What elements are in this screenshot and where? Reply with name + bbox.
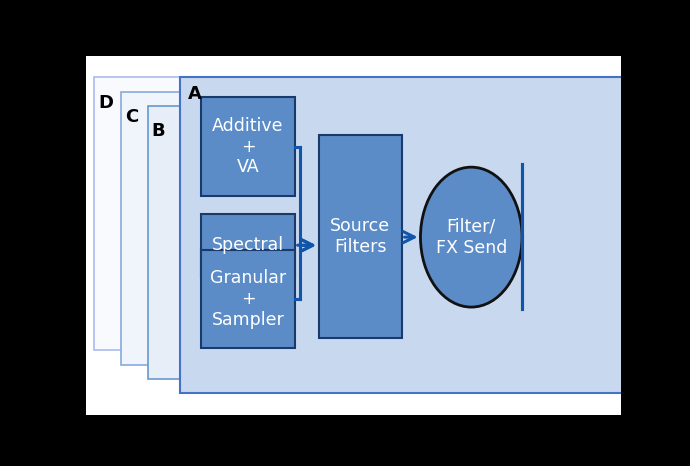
Text: C: C — [125, 108, 138, 126]
Text: Additive
+
VA: Additive + VA — [213, 116, 284, 176]
Bar — [201, 250, 295, 349]
Text: Spectral: Spectral — [212, 236, 284, 254]
Text: B: B — [152, 122, 165, 140]
Text: Granular
+
Sampler: Granular + Sampler — [210, 269, 286, 329]
Bar — [201, 97, 295, 196]
Bar — [95, 77, 511, 350]
Bar — [319, 135, 402, 337]
Text: Source
Filters: Source Filters — [331, 217, 391, 256]
Bar — [201, 214, 295, 277]
Bar — [148, 106, 565, 379]
Ellipse shape — [420, 167, 522, 307]
Bar — [121, 92, 538, 364]
Text: D: D — [98, 94, 113, 111]
Bar — [180, 77, 661, 393]
Text: Filter/
FX Send: Filter/ FX Send — [435, 218, 507, 256]
Text: A: A — [188, 85, 201, 103]
